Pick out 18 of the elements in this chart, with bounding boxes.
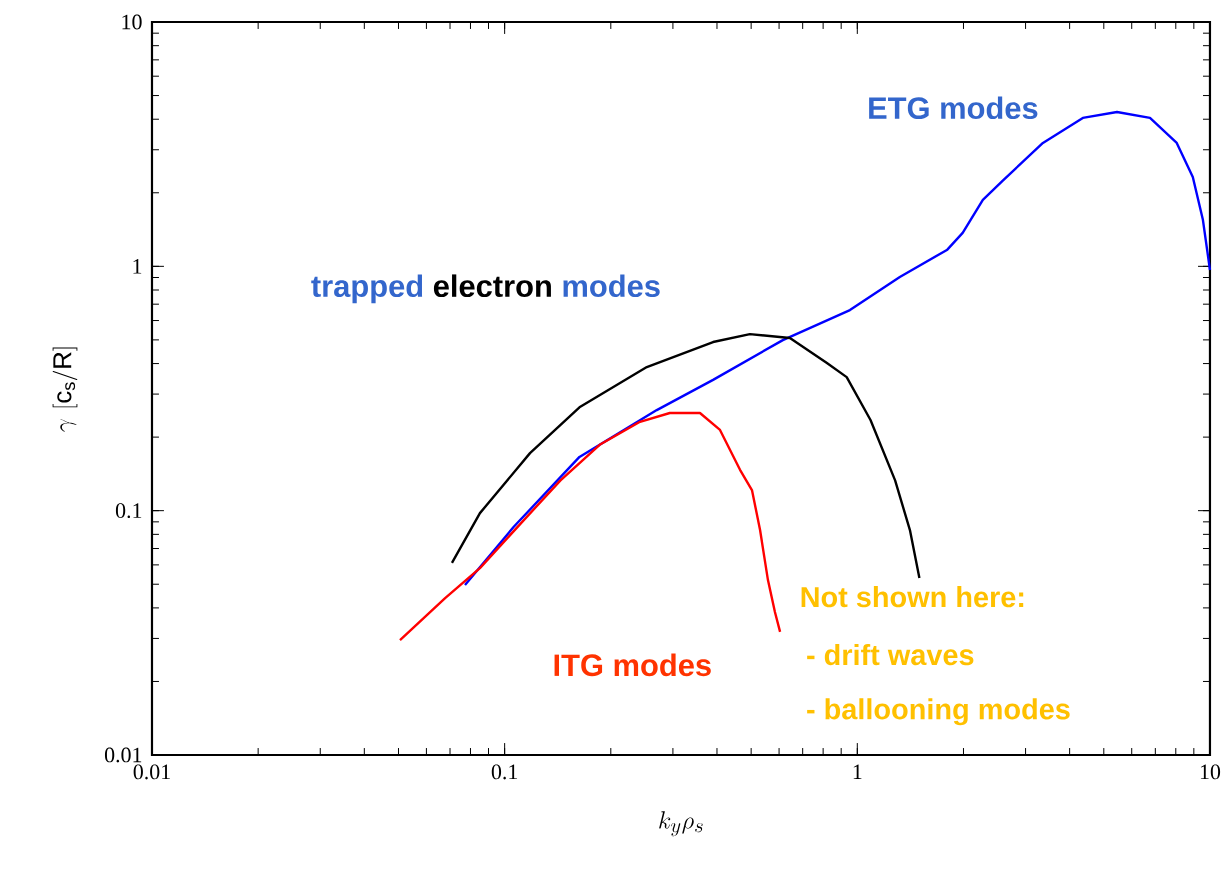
annotation: modes [563,274,660,298]
annotation: - drift waves [807,643,974,666]
y-tick-label: 0.1 [115,503,142,519]
y-tick-label: 0.01 [104,747,142,763]
y-tick-label: 10 [122,14,142,30]
x-axis-title: $k_y\rho_s$ [659,811,703,837]
y-tick-label: 1 [133,259,142,274]
annotation: electron [433,274,551,298]
x-tick-label: 0.1 [491,764,518,780]
annotation: - ballooning modes [807,698,1070,726]
annotation: Not shown here: [801,586,1024,608]
annotation: trapped [311,274,423,304]
annotation: ITG modes [554,653,711,677]
x-tick-label: 0.01 [133,764,170,780]
x-tick-label: 10 [1200,764,1221,780]
annotation: ETG modes [869,96,1038,120]
y-axis-title: $\gamma\,\left[\mathrm{c_s/R}\right]$ [52,347,78,432]
x-tick-label: 1 [853,764,862,779]
